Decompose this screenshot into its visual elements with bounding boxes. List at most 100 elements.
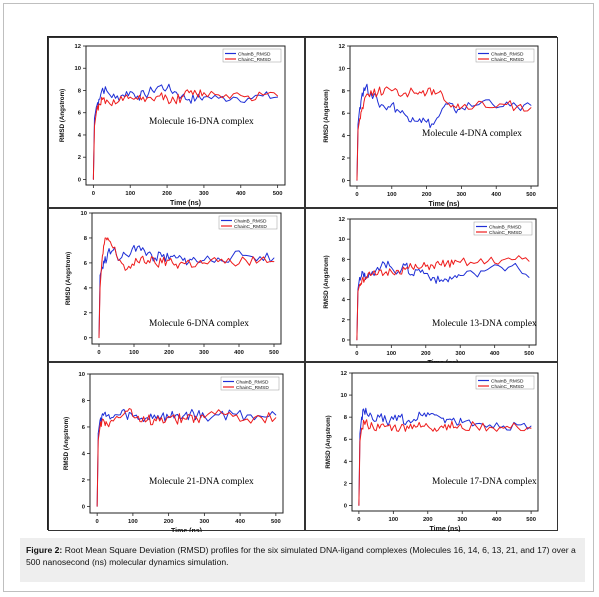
data-point (406, 425, 408, 427)
data-point (153, 418, 155, 420)
data-point (503, 427, 504, 429)
data-point (487, 269, 489, 270)
data-point (174, 91, 175, 92)
x-tick-label: 400 (236, 191, 246, 197)
data-point (405, 92, 407, 94)
y-tick-label: 10 (339, 237, 345, 243)
series-line-ChainB_RMSD (356, 260, 530, 340)
y-tick-label: 2 (84, 311, 87, 317)
data-point (262, 95, 264, 97)
data-point (377, 266, 378, 268)
y-axis-label: RMSD (Angstrom) (323, 89, 330, 142)
data-point (398, 110, 400, 112)
data-point (420, 426, 422, 428)
data-point (203, 262, 205, 264)
series-line-ChainB_RMSD (356, 83, 532, 181)
data-point (516, 424, 518, 426)
y-tick-label: 4 (82, 451, 86, 457)
x-tick-label: 200 (422, 192, 432, 198)
data-point (218, 414, 220, 416)
y-tick-label: 4 (78, 133, 82, 139)
y-tick-label: 12 (339, 217, 345, 223)
data-point (153, 414, 155, 416)
data-point (203, 96, 205, 98)
panel-molecule-13: 0 100 200 300 400 500 0 2 4 6 8 10 12 Time (ns) RMSD (… (305, 208, 558, 363)
data-point (361, 107, 363, 108)
x-axis-label: Time (ns) (430, 526, 461, 532)
y-tick-label: 0 (78, 177, 81, 183)
x-tick-label: 500 (269, 350, 279, 356)
data-point (367, 424, 368, 426)
data-point (140, 257, 142, 259)
data-point (245, 255, 247, 256)
data-point (144, 94, 146, 96)
data-point (384, 262, 385, 264)
data-point (426, 121, 427, 123)
data-point (399, 416, 401, 418)
data-point (357, 129, 359, 131)
data-point (425, 265, 427, 267)
data-point (144, 101, 146, 102)
series-line-ChainB_RMSD (96, 408, 277, 507)
data-point (139, 418, 141, 420)
data-point (159, 85, 161, 87)
x-tick-label: 0 (92, 191, 95, 197)
data-point (203, 92, 205, 94)
data-point (454, 421, 456, 422)
data-point (440, 90, 441, 92)
data-point (246, 414, 248, 416)
legend-box (220, 376, 280, 391)
data-point (154, 257, 156, 259)
data-point (358, 505, 360, 506)
data-point (182, 415, 184, 417)
data-point (133, 265, 135, 266)
y-tick-label: 2 (342, 156, 345, 162)
data-point (126, 255, 128, 256)
legend-label: ChainB_RMSD (489, 224, 522, 230)
data-point (146, 419, 148, 421)
data-point (363, 421, 365, 422)
y-tick-label: 2 (344, 481, 347, 487)
data-point (530, 425, 532, 427)
data-point (475, 423, 477, 425)
data-point (370, 275, 372, 276)
data-point (440, 112, 441, 114)
data-point (384, 273, 385, 274)
data-point (434, 427, 436, 429)
y-tick-label: 8 (342, 89, 346, 95)
x-tick-label: 200 (423, 517, 433, 523)
legend-label: ChainB_RMSD (234, 218, 267, 224)
data-point (126, 268, 128, 270)
data-point (367, 414, 368, 416)
data-point (94, 125, 95, 127)
data-point (447, 103, 448, 105)
data-point (530, 104, 532, 106)
data-point (377, 101, 379, 103)
y-tick-label: 6 (84, 261, 88, 267)
data-point (107, 101, 109, 102)
data-point (132, 415, 134, 417)
data-point (189, 262, 191, 264)
data-point (454, 426, 456, 428)
data-point (196, 263, 198, 265)
data-point (97, 433, 99, 434)
y-tick-label: 0 (82, 504, 85, 510)
data-point (103, 243, 105, 245)
data-point (452, 277, 454, 278)
legend-label: ChainB_RMSD (491, 378, 524, 384)
y-tick-label: 4 (344, 459, 348, 465)
legend-label: ChainC_RMSD (491, 57, 524, 63)
data-point (139, 421, 141, 423)
panel-molecule-21: 0 100 200 300 400 500 0 2 4 6 8 10 Time (ns) RMSD (An… (48, 362, 305, 532)
plot-area (349, 218, 537, 346)
data-point (420, 414, 422, 416)
data-point (218, 97, 220, 99)
data-point (233, 93, 234, 95)
data-point (473, 273, 475, 274)
data-point (119, 260, 121, 261)
data-point (217, 261, 219, 263)
data-point (246, 418, 248, 420)
data-point (370, 90, 372, 92)
data-point (99, 426, 101, 428)
data-point (502, 103, 504, 105)
